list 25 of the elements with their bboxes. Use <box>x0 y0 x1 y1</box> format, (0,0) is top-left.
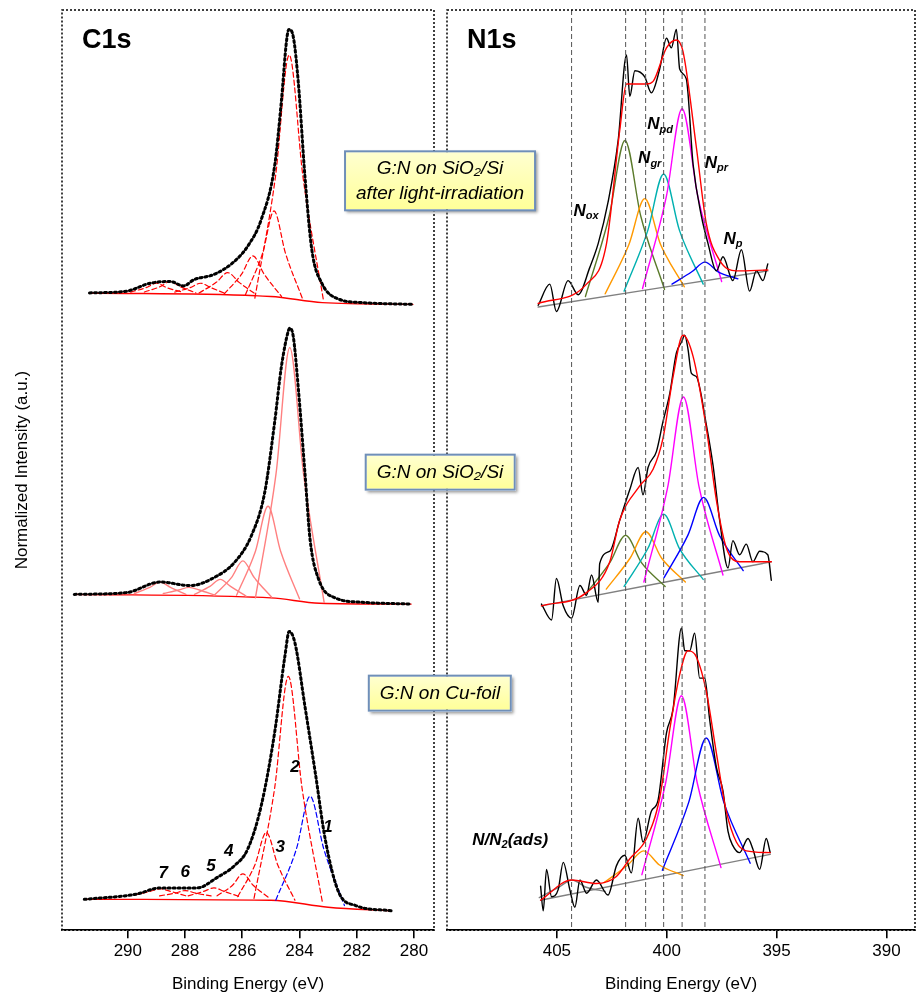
x-tick-label: 286 <box>228 941 257 961</box>
x-tick-label: 405 <box>542 941 572 961</box>
annotation: 4 <box>223 841 235 861</box>
x-tick-label: 284 <box>285 941 314 961</box>
x-tick-label: 290 <box>113 941 142 961</box>
x-tick-label: 395 <box>762 941 791 961</box>
chart-title: C1s <box>82 24 132 54</box>
annotation: 2 <box>289 756 301 776</box>
x-tick-label: 400 <box>652 941 681 961</box>
y-axis-title: Normalized Intensity (a.u.) <box>11 370 31 570</box>
x-tick-label: 282 <box>342 941 371 961</box>
annotation: 1 <box>323 816 333 836</box>
x-tick-label: 288 <box>170 941 200 961</box>
x-tick-label: 390 <box>872 941 901 961</box>
annotation: 3 <box>275 837 286 857</box>
x-axis-title: Binding Energy (eV) <box>604 974 758 994</box>
annotation: G:N on Cu-foil <box>367 674 513 712</box>
annotation: 7 <box>158 863 170 883</box>
chart-title: N1s <box>467 24 517 54</box>
annotation: G:N on SiO₂/Si <box>364 453 516 491</box>
x-axis-title: Binding Energy (eV) <box>171 974 325 994</box>
annotation: 5 <box>206 855 217 875</box>
x-tick-label: 280 <box>399 941 429 961</box>
annotation: G:N on SiO₂/Si after light-irradiation <box>344 150 536 212</box>
annotation: 6 <box>180 862 191 882</box>
